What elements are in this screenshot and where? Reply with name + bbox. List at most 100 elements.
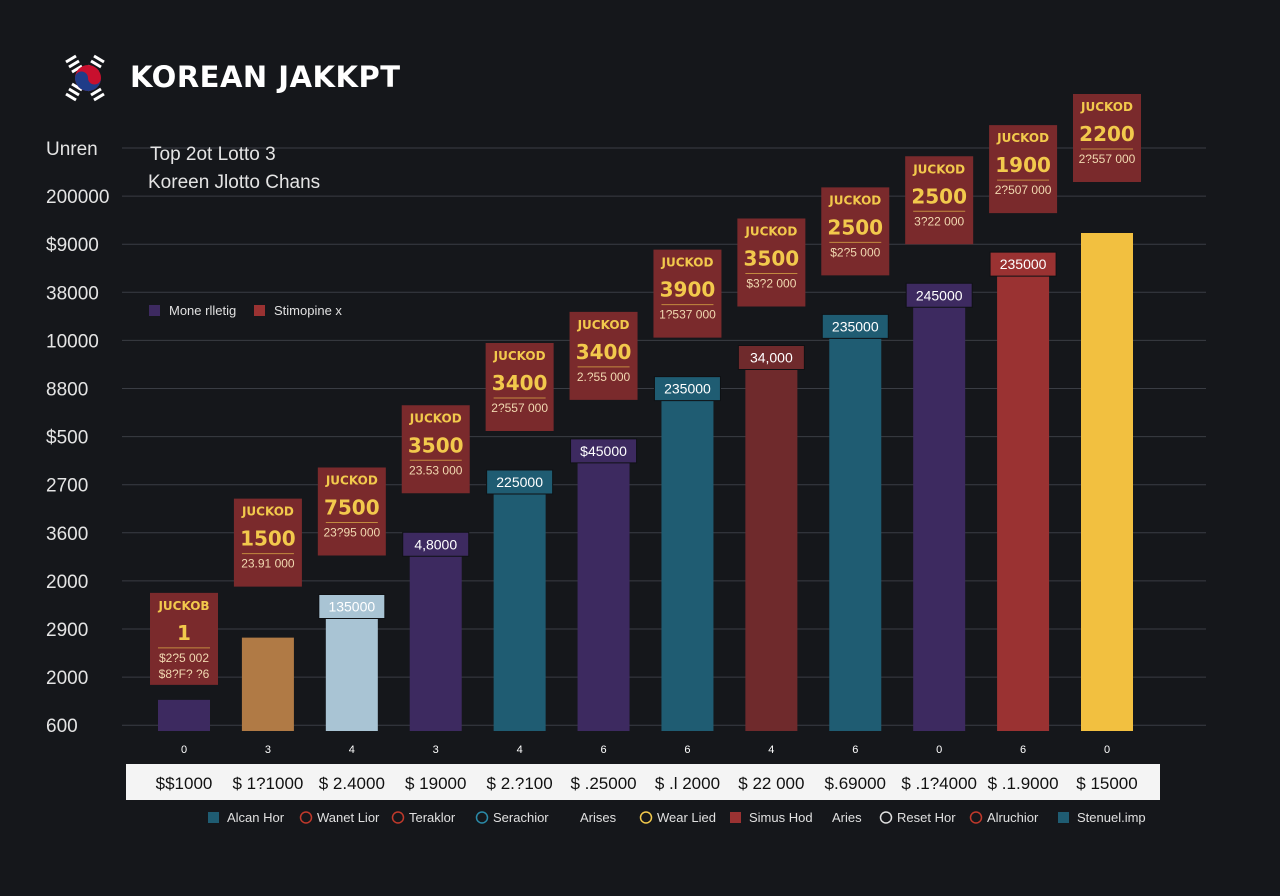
bar bbox=[661, 388, 714, 731]
legend-label: Mone rlletig bbox=[169, 303, 236, 318]
bottom-legend-label: Stenuel.imp bbox=[1077, 810, 1146, 825]
bottom-legend-swatch bbox=[1058, 812, 1069, 823]
jackpot-box bbox=[485, 343, 554, 431]
jackpot-heading: JUCKOB bbox=[157, 599, 209, 613]
x-value-label: $.69000 bbox=[825, 774, 886, 793]
x-value-label: $ 2.?100 bbox=[487, 774, 553, 793]
x-value-label: $ 19000 bbox=[405, 774, 466, 793]
bar-value-label: 245000 bbox=[916, 287, 963, 303]
jackpot-heading: JUCKOD bbox=[241, 505, 294, 519]
x-value-label: $ 15000 bbox=[1076, 774, 1137, 793]
jackpot-heading: JUCKOD bbox=[744, 225, 797, 239]
bottom-legend-swatch bbox=[730, 812, 741, 823]
jackpot-box bbox=[989, 125, 1058, 214]
jackpot-sub: 23.91 000 bbox=[241, 557, 295, 571]
y-tick-label: $9000 bbox=[46, 235, 99, 256]
jackpot-box bbox=[821, 187, 890, 276]
bar bbox=[829, 326, 882, 731]
bottom-legend-marker bbox=[391, 811, 405, 824]
x-tick-label: 0 bbox=[1104, 744, 1110, 756]
bar-value-box bbox=[486, 469, 554, 495]
jackpot-sub: $2?5 000 bbox=[830, 245, 880, 259]
x-tick-label: 0 bbox=[181, 744, 187, 756]
x-tick-label: 3 bbox=[433, 744, 439, 756]
bar bbox=[1081, 233, 1133, 731]
bar-value-box bbox=[989, 251, 1057, 277]
x-tick-label: 6 bbox=[852, 744, 858, 756]
legend-swatch bbox=[254, 305, 265, 316]
jackpot-heading: JUCKOD bbox=[493, 349, 546, 363]
jackpot-sub: 2?557 000 bbox=[491, 401, 548, 415]
x-value-strip bbox=[126, 764, 1160, 800]
app-title: KOREAN JAKKPT bbox=[130, 60, 401, 94]
jackpot-sub: 23?95 000 bbox=[323, 526, 380, 540]
x-value-label: $ .l 2000 bbox=[655, 774, 720, 793]
jackpot-value: 3400 bbox=[492, 371, 548, 395]
bar-value-label: $45000 bbox=[580, 443, 627, 459]
jackpot-value: 7500 bbox=[324, 496, 380, 520]
bar-value-box bbox=[318, 594, 386, 619]
bottom-legend-marker bbox=[639, 811, 653, 824]
y-tick-label: 10000 bbox=[46, 331, 99, 352]
jackpot-value: 1500 bbox=[240, 527, 296, 551]
x-value-label: $ 22 000 bbox=[738, 774, 804, 793]
bar bbox=[913, 295, 966, 731]
y-tick-label: 3600 bbox=[46, 524, 88, 545]
bottom-legend-label: Simus Hod bbox=[749, 810, 813, 825]
bar bbox=[409, 544, 462, 731]
x-tick-label: 3 bbox=[265, 744, 271, 756]
jackpot-value: 3500 bbox=[408, 433, 464, 457]
jackpot-sub: 3?22 000 bbox=[914, 214, 964, 228]
bar bbox=[577, 450, 630, 731]
jackpot-value: 3400 bbox=[576, 340, 632, 364]
bar bbox=[493, 482, 546, 731]
bottom-legend-label: Wear Lied bbox=[657, 810, 716, 825]
y-tick-label: 2000 bbox=[46, 572, 88, 593]
jackpot-heading: JUCKOD bbox=[996, 131, 1049, 145]
bottom-legend-label: Arises bbox=[580, 810, 617, 825]
bar-value-box bbox=[402, 531, 470, 557]
bar bbox=[325, 606, 378, 731]
y-tick-label: $500 bbox=[46, 428, 88, 449]
jackpot-sub: 2.?55 000 bbox=[577, 370, 631, 384]
jackpot-box bbox=[905, 156, 974, 245]
jackpot-box bbox=[401, 405, 470, 494]
jackpot-value: 2500 bbox=[827, 215, 883, 239]
jackpot-sub: 2?557 000 bbox=[1079, 152, 1136, 166]
jackpot-box bbox=[1073, 94, 1141, 182]
jackpot-heading: JUCKOD bbox=[828, 193, 881, 207]
jackpot-heading: JUCKOD bbox=[409, 411, 462, 425]
jackpot-value: 2500 bbox=[911, 184, 967, 208]
x-value-label: $$1000 bbox=[156, 774, 213, 793]
bottom-legend-label: Alcan Hor bbox=[227, 810, 285, 825]
x-value-label: $ .1?4000 bbox=[901, 774, 977, 793]
bottom-legend-label: Wanet Lior bbox=[317, 810, 380, 825]
y-tick-label: 8800 bbox=[46, 380, 88, 401]
x-value-label: $ 1?1000 bbox=[232, 774, 303, 793]
bar-value-label: 225000 bbox=[496, 474, 543, 490]
bar-value-box bbox=[653, 376, 721, 402]
x-value-label: $ .25000 bbox=[570, 774, 636, 793]
jackpot-sub: 2?507 000 bbox=[995, 183, 1052, 197]
bar-value-box bbox=[570, 438, 638, 464]
y-tick-label: 2900 bbox=[46, 620, 88, 641]
bar-value-box bbox=[905, 282, 973, 308]
x-tick-label: 6 bbox=[684, 744, 690, 756]
korean-flag-logo-icon bbox=[65, 54, 105, 102]
jackpot-value: 1900 bbox=[995, 153, 1051, 177]
jackpot-box bbox=[737, 218, 806, 307]
legend-label: Stimopine x bbox=[274, 303, 342, 318]
bottom-legend-label: Alruchior bbox=[987, 810, 1039, 825]
jackpot-heading: JUCKOD bbox=[325, 474, 378, 488]
bar bbox=[997, 264, 1050, 731]
bar-value-box bbox=[737, 345, 805, 370]
jackpot-heading: JUCKOD bbox=[912, 162, 965, 176]
bar-value-label: 4,8000 bbox=[414, 536, 457, 552]
bar-value-box bbox=[821, 313, 889, 339]
chart-title: Top 2ot Lotto 3 bbox=[150, 144, 276, 165]
jackpot-value: 1 bbox=[177, 621, 191, 645]
jackpot-box bbox=[569, 311, 638, 400]
jackpot-heading: JUCKOD bbox=[577, 318, 630, 332]
bar bbox=[158, 699, 210, 731]
